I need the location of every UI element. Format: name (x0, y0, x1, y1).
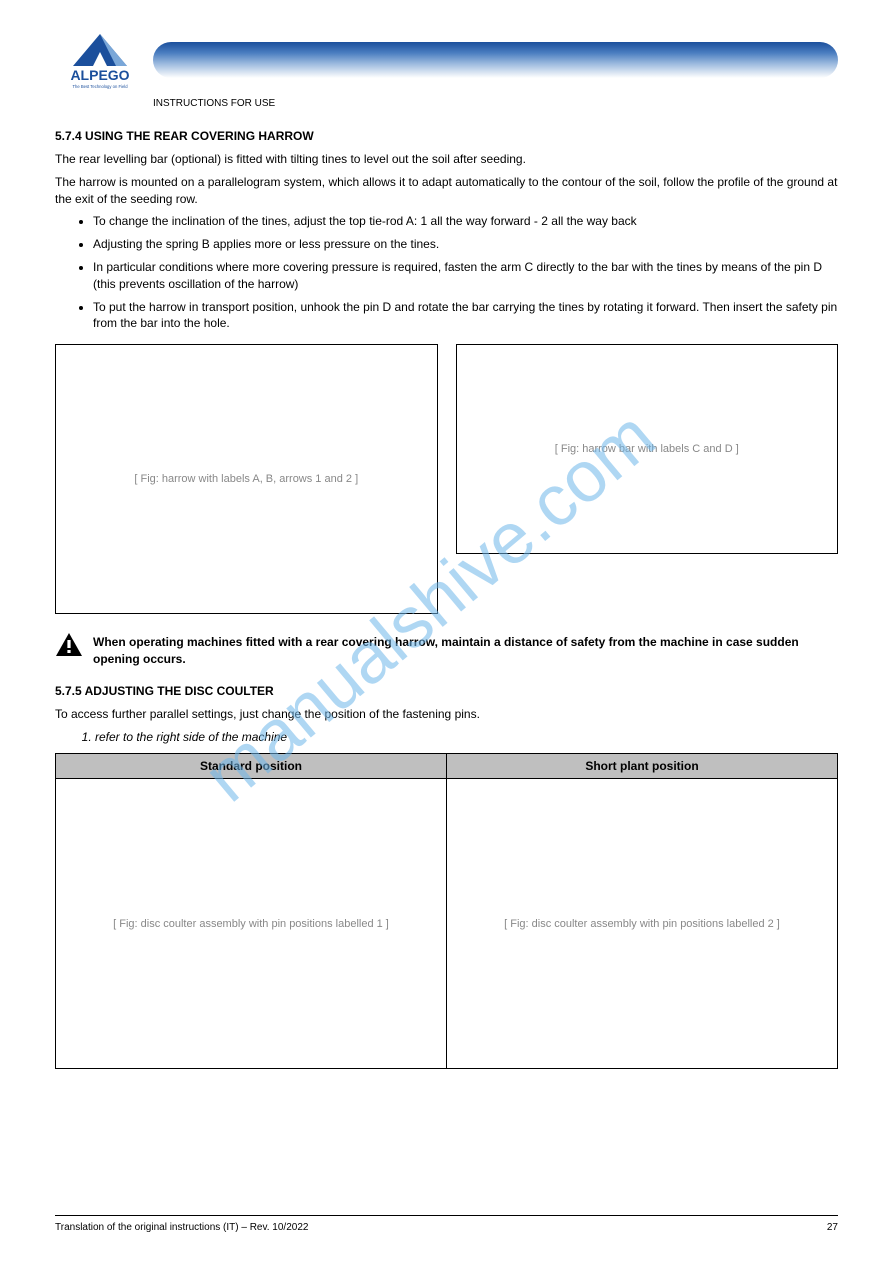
cell-standard-fig: [ Fig: disc coulter assembly with pin po… (56, 779, 447, 1069)
svg-text:The Best Technology on Field: The Best Technology on Field (72, 84, 128, 89)
cell-short-fig: [ Fig: disc coulter assembly with pin po… (447, 779, 838, 1069)
note-575: refer to the right side of the machine (95, 729, 838, 746)
heading-574: 5.7.4 USING THE REAR COVERING HARROW (55, 129, 838, 143)
footer: Translation of the original instructions… (55, 1215, 838, 1233)
section-label: INSTRUCTIONS FOR USE (153, 98, 838, 109)
warning-icon (55, 632, 83, 657)
footer-left: Translation of the original instructions… (55, 1222, 308, 1233)
alpego-logo: ALPEGO The Best Technology on Field (55, 30, 145, 90)
warning-block: When operating machines fitted with a re… (55, 632, 838, 668)
footer-page: 27 (827, 1222, 838, 1233)
svg-text:ALPEGO: ALPEGO (70, 67, 129, 83)
bullet-574-4: To put the harrow in transport position,… (93, 299, 838, 333)
list-575: refer to the right side of the machine (77, 729, 838, 746)
coulter-table: Standard position Short plant position [… (55, 753, 838, 1069)
heading-575: 5.7.5 ADJUSTING THE DISC COULTER (55, 684, 838, 698)
para-575-intro: To access further parallel settings, jus… (55, 706, 838, 723)
figure-574-right: [ Fig: harrow bar with labels C and D ] (456, 344, 839, 554)
para-574-1: The rear levelling bar (optional) is fit… (55, 151, 838, 168)
para-574-2: The harrow is mounted on a parallelogram… (55, 174, 838, 208)
bullet-574-1: To change the inclination of the tines, … (93, 213, 838, 230)
warning-text: When operating machines fitted with a re… (93, 632, 838, 668)
bullet-574-3: In particular conditions where more cove… (93, 259, 838, 293)
list-574: To change the inclination of the tines, … (75, 213, 838, 332)
th-short: Short plant position (447, 754, 838, 779)
figure-row-574: [ Fig: harrow with labels A, B, arrows 1… (55, 344, 838, 614)
banner-stripe (153, 42, 838, 78)
bullet-574-2: Adjusting the spring B applies more or l… (93, 236, 838, 253)
th-standard: Standard position (56, 754, 447, 779)
header-banner: ALPEGO The Best Technology on Field (55, 30, 838, 90)
figure-574-left: [ Fig: harrow with labels A, B, arrows 1… (55, 344, 438, 614)
page: ALPEGO The Best Technology on Field INST… (0, 0, 893, 1263)
